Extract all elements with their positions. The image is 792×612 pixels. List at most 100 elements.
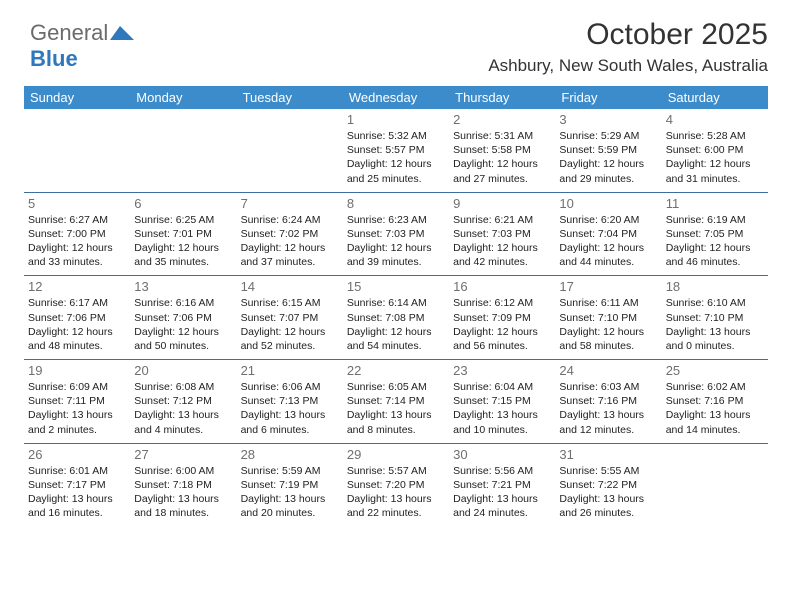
sunrise-text: Sunrise: 6:16 AM bbox=[134, 296, 232, 310]
sunset-text: Sunset: 7:06 PM bbox=[28, 311, 126, 325]
daylight-text: Daylight: 13 hours and 24 minutes. bbox=[453, 492, 551, 520]
sunrise-text: Sunrise: 6:03 AM bbox=[559, 380, 657, 394]
calendar-week-row: 19Sunrise: 6:09 AMSunset: 7:11 PMDayligh… bbox=[24, 360, 768, 444]
calendar-day-cell: 15Sunrise: 6:14 AMSunset: 7:08 PMDayligh… bbox=[343, 276, 449, 360]
day-number: 6 bbox=[134, 196, 232, 211]
day-info: Sunrise: 6:06 AMSunset: 7:13 PMDaylight:… bbox=[241, 380, 339, 437]
day-info: Sunrise: 6:01 AMSunset: 7:17 PMDaylight:… bbox=[28, 464, 126, 521]
logo-triangle-icon bbox=[110, 26, 120, 40]
daylight-text: Daylight: 12 hours and 52 minutes. bbox=[241, 325, 339, 353]
day-number: 13 bbox=[134, 279, 232, 294]
sunrise-text: Sunrise: 6:11 AM bbox=[559, 296, 657, 310]
daylight-text: Daylight: 13 hours and 4 minutes. bbox=[134, 408, 232, 436]
sunrise-text: Sunrise: 5:32 AM bbox=[347, 129, 445, 143]
page-title: October 2025 bbox=[24, 18, 768, 52]
daylight-text: Daylight: 12 hours and 46 minutes. bbox=[666, 241, 764, 269]
day-number: 11 bbox=[666, 196, 764, 211]
daylight-text: Daylight: 12 hours and 44 minutes. bbox=[559, 241, 657, 269]
sunrise-text: Sunrise: 6:23 AM bbox=[347, 213, 445, 227]
sunset-text: Sunset: 7:10 PM bbox=[559, 311, 657, 325]
day-info: Sunrise: 5:56 AMSunset: 7:21 PMDaylight:… bbox=[453, 464, 551, 521]
calendar-week-row: 26 Sunrise: 6:01 AMSunset: 7:17 PMDayligh… bbox=[24, 443, 768, 526]
calendar-day-cell: 8Sunrise: 6:23 AMSunset: 7:03 PMDaylight… bbox=[343, 192, 449, 276]
sunrise-text: Sunrise: 6:05 AM bbox=[347, 380, 445, 394]
day-info: Sunrise: 6:21 AMSunset: 7:03 PMDaylight:… bbox=[453, 213, 551, 270]
daylight-text: Daylight: 12 hours and 56 minutes. bbox=[453, 325, 551, 353]
day-number: 16 bbox=[453, 279, 551, 294]
sunset-text: Sunset: 7:13 PM bbox=[241, 394, 339, 408]
sunset-text: Sunset: 7:20 PM bbox=[347, 478, 445, 492]
sunset-text: Sunset: 7:11 PM bbox=[28, 394, 126, 408]
sunrise-text: Sunrise: 6:12 AM bbox=[453, 296, 551, 310]
day-number: 31 bbox=[559, 447, 657, 462]
logo: General Blue bbox=[30, 20, 134, 72]
calendar-day-cell: 26 Sunrise: 6:01 AMSunset: 7:17 PMDayligh… bbox=[24, 443, 130, 526]
day-info: Sunrise: 5:31 AMSunset: 5:58 PMDaylight:… bbox=[453, 129, 551, 186]
day-info: Sunrise: 6:02 AMSunset: 7:16 PMDaylight:… bbox=[666, 380, 764, 437]
day-number: 4 bbox=[666, 112, 764, 127]
sunrise-text: Sunrise: 6:25 AM bbox=[134, 213, 232, 227]
sunset-text: Sunset: 7:12 PM bbox=[134, 394, 232, 408]
sunrise-text: Sunrise: 6:19 AM bbox=[666, 213, 764, 227]
day-number: 14 bbox=[241, 279, 339, 294]
daylight-text: Daylight: 13 hours and 18 minutes. bbox=[134, 492, 232, 520]
title-block: October 2025 Ashbury, New South Wales, A… bbox=[24, 18, 768, 76]
sunset-text: Sunset: 7:21 PM bbox=[453, 478, 551, 492]
calendar-day-cell: 23Sunrise: 6:04 AMSunset: 7:15 PMDayligh… bbox=[449, 360, 555, 444]
sunset-text: Sunset: 7:19 PM bbox=[241, 478, 339, 492]
daylight-text: Daylight: 12 hours and 25 minutes. bbox=[347, 157, 445, 185]
sunset-text: Sunset: 7:22 PM bbox=[559, 478, 657, 492]
day-number: 21 bbox=[241, 363, 339, 378]
sunrise-text: Sunrise: 6:09 AM bbox=[28, 380, 126, 394]
daylight-text: Daylight: 13 hours and 6 minutes. bbox=[241, 408, 339, 436]
day-number: 20 bbox=[134, 363, 232, 378]
sunrise-text: Sunrise: 6:21 AM bbox=[453, 213, 551, 227]
day-info: Sunrise: 6:17 AMSunset: 7:06 PMDaylight:… bbox=[28, 296, 126, 353]
day-info: Sunrise: 6:16 AMSunset: 7:06 PMDaylight:… bbox=[134, 296, 232, 353]
day-number: 26 bbox=[28, 447, 126, 462]
sunset-text: Sunset: 7:09 PM bbox=[453, 311, 551, 325]
calendar-day-cell: 2Sunrise: 5:31 AMSunset: 5:58 PMDaylight… bbox=[449, 109, 555, 192]
daylight-text: Daylight: 12 hours and 29 minutes. bbox=[559, 157, 657, 185]
calendar-day-cell: 18 Sunrise: 6:10 AMSunset: 7:10 PMDayligh… bbox=[662, 276, 768, 360]
sunset-text: Sunset: 7:04 PM bbox=[559, 227, 657, 241]
calendar-day-cell: 28 Sunrise: 5:59 AMSunset: 7:19 PMDayligh… bbox=[237, 443, 343, 526]
daylight-text: Daylight: 13 hours and 10 minutes. bbox=[453, 408, 551, 436]
location-text: Ashbury, New South Wales, Australia bbox=[24, 56, 768, 76]
daylight-text: Daylight: 12 hours and 48 minutes. bbox=[28, 325, 126, 353]
sunrise-text: Sunrise: 6:00 AM bbox=[134, 464, 232, 478]
day-info: Sunrise: 6:20 AMSunset: 7:04 PMDaylight:… bbox=[559, 213, 657, 270]
weekday-header: Friday bbox=[555, 86, 661, 109]
day-info: Sunrise: 6:15 AMSunset: 7:07 PMDaylight:… bbox=[241, 296, 339, 353]
calendar-day-cell: 12Sunrise: 6:17 AMSunset: 7:06 PMDayligh… bbox=[24, 276, 130, 360]
calendar-day-cell: 10Sunrise: 6:20 AMSunset: 7:04 PMDayligh… bbox=[555, 192, 661, 276]
sunset-text: Sunset: 7:18 PM bbox=[134, 478, 232, 492]
day-number: 28 bbox=[241, 447, 339, 462]
calendar-day-cell: 7Sunrise: 6:24 AMSunset: 7:02 PMDaylight… bbox=[237, 192, 343, 276]
weekday-header: Sunday bbox=[24, 86, 130, 109]
calendar-week-row: 12Sunrise: 6:17 AMSunset: 7:06 PMDayligh… bbox=[24, 276, 768, 360]
sunrise-text: Sunrise: 5:59 AM bbox=[241, 464, 339, 478]
sunset-text: Sunset: 7:05 PM bbox=[666, 227, 764, 241]
sunrise-text: Sunrise: 6:14 AM bbox=[347, 296, 445, 310]
calendar-day-cell: 24Sunrise: 6:03 AMSunset: 7:16 PMDayligh… bbox=[555, 360, 661, 444]
daylight-text: Daylight: 12 hours and 42 minutes. bbox=[453, 241, 551, 269]
calendar-page: General Blue October 2025 Ashbury, New S… bbox=[0, 0, 792, 612]
daylight-text: Daylight: 13 hours and 8 minutes. bbox=[347, 408, 445, 436]
day-number: 17 bbox=[559, 279, 657, 294]
calendar-day-cell bbox=[237, 109, 343, 192]
weekday-header: Monday bbox=[130, 86, 236, 109]
day-number: 18 bbox=[666, 279, 764, 294]
calendar-day-cell: 16 Sunrise: 6:12 AMSunset: 7:09 PMDayligh… bbox=[449, 276, 555, 360]
sunset-text: Sunset: 7:07 PM bbox=[241, 311, 339, 325]
calendar-day-cell bbox=[24, 109, 130, 192]
day-info: Sunrise: 6:24 AMSunset: 7:02 PMDaylight:… bbox=[241, 213, 339, 270]
day-info: Sunrise: 6:27 AMSunset: 7:00 PMDaylight:… bbox=[28, 213, 126, 270]
calendar-week-row: 1Sunrise: 5:32 AMSunset: 5:57 PMDaylight… bbox=[24, 109, 768, 192]
day-info: Sunrise: 6:10 AMSunset: 7:10 PMDaylight:… bbox=[666, 296, 764, 353]
sunset-text: Sunset: 7:00 PM bbox=[28, 227, 126, 241]
sunrise-text: Sunrise: 5:55 AM bbox=[559, 464, 657, 478]
daylight-text: Daylight: 13 hours and 20 minutes. bbox=[241, 492, 339, 520]
sunset-text: Sunset: 7:01 PM bbox=[134, 227, 232, 241]
sunset-text: Sunset: 7:03 PM bbox=[347, 227, 445, 241]
